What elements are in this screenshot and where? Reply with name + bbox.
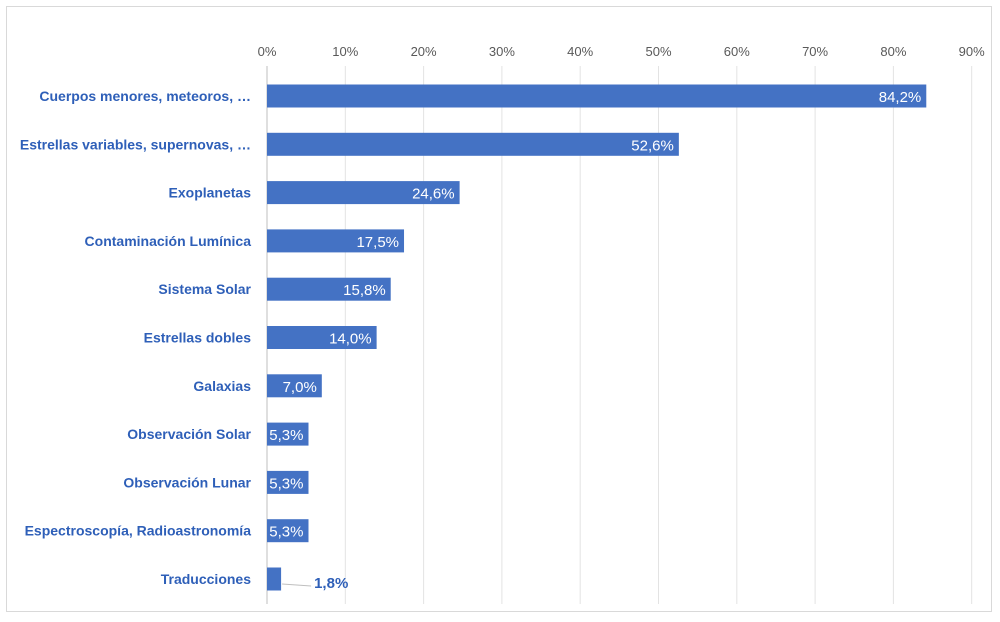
- bar: [267, 132, 679, 156]
- category-label: Observación Lunar: [123, 474, 251, 490]
- x-tick-label: 80%: [880, 44, 906, 59]
- bar: [267, 422, 309, 446]
- bar: [267, 84, 927, 108]
- category-label: Cuerpos menores, meteoros, …: [39, 88, 251, 104]
- bar: [267, 277, 391, 301]
- data-label: 5,3%: [269, 524, 303, 541]
- data-label: 52,6%: [631, 137, 674, 154]
- data-label: 24,6%: [412, 186, 455, 203]
- data-label: 5,3%: [269, 475, 303, 492]
- data-label: 7,0%: [283, 379, 317, 396]
- data-label: 15,8%: [343, 282, 386, 299]
- bar: [267, 326, 377, 349]
- x-tick-label: 50%: [645, 44, 671, 59]
- bar: [267, 470, 309, 494]
- category-label: Estrellas variables, supernovas, …: [20, 136, 251, 152]
- data-labels: 84,2% 52,6% 24,6% 17,5% 15,8% 14,0% 7,0% 5,3% 5,…: [269, 89, 921, 592]
- bar: [267, 181, 460, 205]
- category-label: Traducciones: [161, 571, 251, 587]
- x-tick-label: 40%: [567, 44, 593, 59]
- data-label: 1,8%: [314, 575, 348, 592]
- x-tick-label: 90%: [959, 44, 985, 59]
- x-axis-ticks: 0% 10% 20% 30% 40% 50% 60% 70% 80% 90%: [258, 44, 986, 59]
- x-tick-label: 60%: [724, 44, 750, 59]
- data-label: 17,5%: [356, 234, 399, 251]
- x-tick-label: 20%: [411, 44, 437, 59]
- category-labels: Cuerpos menores, meteoros, … Estrellas va…: [20, 88, 252, 587]
- category-label: Espectroscopía, Radioastronomía: [25, 523, 252, 539]
- category-label: Observación Solar: [127, 426, 251, 442]
- data-label-leader: [282, 583, 312, 587]
- data-label: 14,0%: [329, 331, 372, 348]
- bar: [267, 374, 322, 398]
- bar: [267, 567, 282, 591]
- category-label: Galaxias: [193, 378, 251, 394]
- bars: [267, 84, 927, 591]
- x-tick-label: 70%: [802, 44, 828, 59]
- category-label: Contaminación Lumínica: [85, 233, 252, 249]
- x-tick-label: 30%: [489, 44, 515, 59]
- category-label: Exoplanetas: [169, 185, 252, 201]
- x-tick-label: 10%: [332, 44, 358, 59]
- bar: [267, 229, 405, 253]
- bar: [267, 519, 309, 543]
- category-label: Estrellas dobles: [144, 330, 252, 346]
- x-tick-label: 0%: [258, 44, 277, 59]
- data-label: 5,3%: [269, 427, 303, 444]
- category-label: Sistema Solar: [158, 281, 251, 297]
- data-label: 84,2%: [879, 89, 922, 106]
